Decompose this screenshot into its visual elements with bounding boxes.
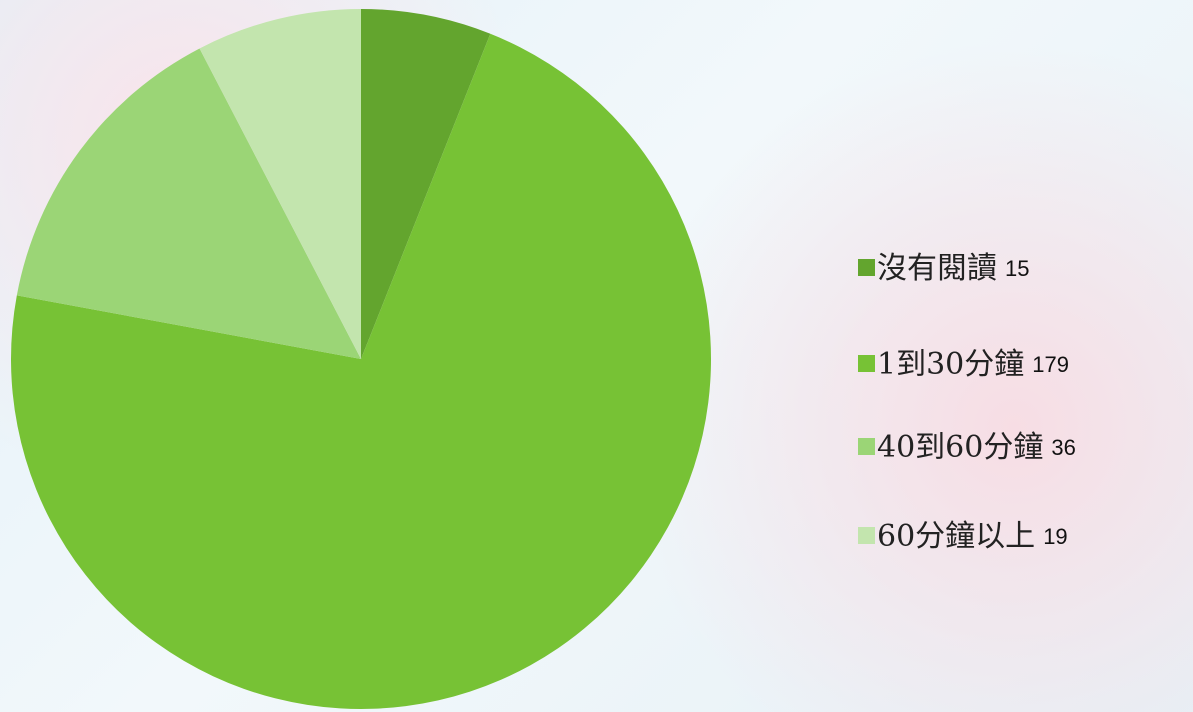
legend-category: 60分鐘以上 bbox=[877, 519, 1035, 554]
legend-label: 1到30分鐘 179 bbox=[877, 347, 1069, 382]
legend-value: 179 bbox=[1032, 352, 1069, 377]
legend-label: 沒有閱讀 15 bbox=[877, 251, 1029, 286]
legend-value: 15 bbox=[1005, 256, 1029, 281]
pie-slice bbox=[10, 33, 711, 710]
pie-slice bbox=[361, 9, 491, 359]
pie-slice bbox=[199, 8, 361, 359]
legend-label: 40到60分鐘 36 bbox=[877, 430, 1076, 465]
legend-swatch bbox=[858, 527, 875, 544]
legend: 沒有閱讀 15 1到30分鐘 179 40到60分鐘 36 60分鐘以上 19 bbox=[858, 251, 1076, 554]
legend-swatch bbox=[858, 438, 875, 455]
legend-label: 60分鐘以上 19 bbox=[877, 519, 1068, 554]
legend-swatch bbox=[858, 259, 875, 276]
legend-category: 1到30分鐘 bbox=[877, 347, 1024, 382]
legend-value: 36 bbox=[1051, 435, 1075, 460]
pie-slice bbox=[16, 48, 362, 359]
legend-swatch bbox=[858, 355, 875, 372]
legend-category: 沒有閱讀 bbox=[877, 251, 997, 286]
legend-category: 40到60分鐘 bbox=[877, 430, 1043, 465]
legend-value: 19 bbox=[1043, 524, 1067, 549]
